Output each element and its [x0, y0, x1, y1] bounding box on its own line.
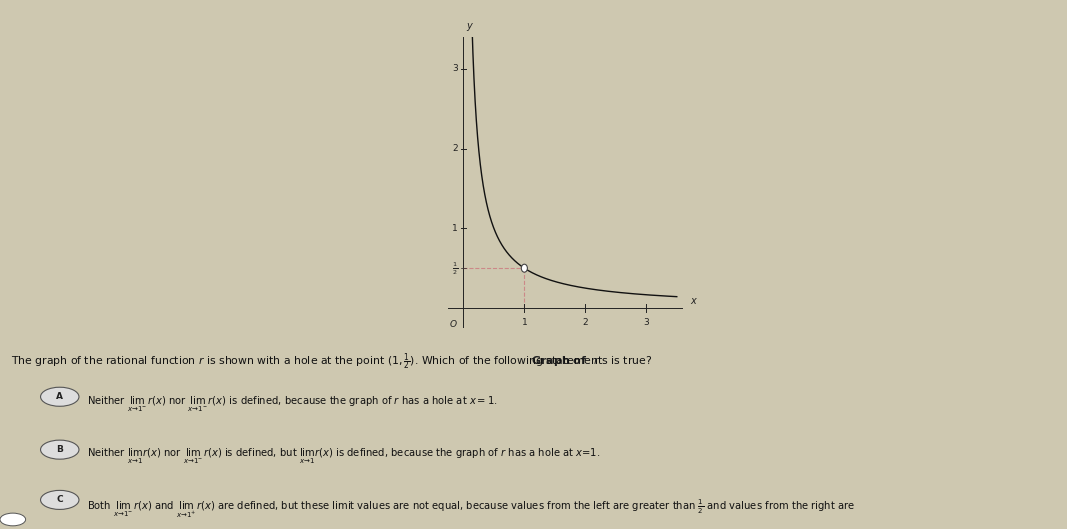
Text: 3: 3: [452, 65, 458, 74]
Text: Neither $\lim_{x\to 1} r(x)$ nor $\lim_{x\to 1^-} r(x)$ is defined, but $\lim_{x: Neither $\lim_{x\to 1} r(x)$ nor $\lim_{…: [87, 447, 601, 467]
Text: A: A: [57, 392, 63, 402]
Text: Both $\lim_{x\to 1^-} r(x)$ and $\lim_{x\to 1^+} r(x)$ are defined, but these li: Both $\lim_{x\to 1^-} r(x)$ and $\lim_{x…: [87, 497, 856, 520]
Text: Neither $\lim_{x\to 1^-} r(x)$ nor $\lim_{x\to 1^-} r(x)$ is defined, because th: Neither $\lim_{x\to 1^-} r(x)$ nor $\lim…: [87, 394, 498, 414]
Text: 1: 1: [522, 318, 527, 327]
Text: 1: 1: [452, 224, 458, 233]
Text: $O$: $O$: [449, 317, 458, 329]
Text: 3: 3: [643, 318, 649, 327]
Text: $x$: $x$: [690, 296, 698, 306]
Text: 2: 2: [583, 318, 588, 327]
Text: The graph of the rational function $r$ is shown with a hole at the point $(1, \f: The graph of the rational function $r$ i…: [11, 352, 652, 373]
Circle shape: [522, 264, 527, 272]
Circle shape: [41, 490, 79, 509]
Text: B: B: [57, 445, 63, 454]
Text: 2: 2: [452, 144, 458, 153]
Text: Graph of  $r$: Graph of $r$: [531, 354, 600, 368]
Text: $\frac{1}{2}$: $\frac{1}{2}$: [452, 260, 458, 277]
Circle shape: [41, 387, 79, 406]
Circle shape: [41, 440, 79, 459]
Text: C: C: [57, 495, 63, 505]
Text: $y$: $y$: [466, 21, 474, 33]
Circle shape: [0, 513, 26, 526]
